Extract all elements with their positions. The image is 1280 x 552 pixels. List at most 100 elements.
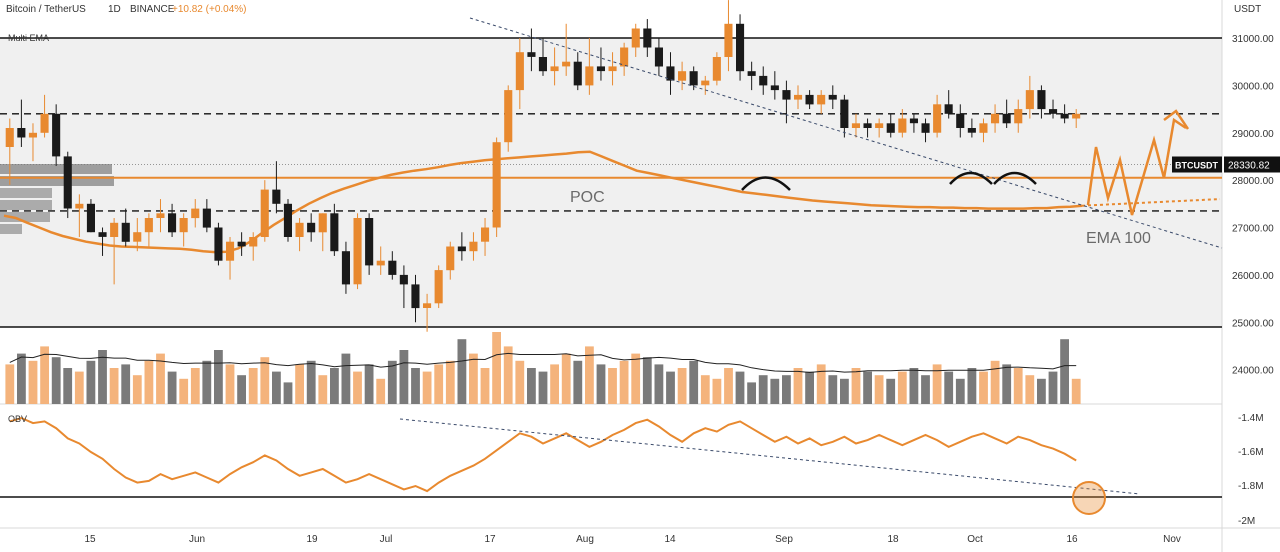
volume-bar: [562, 354, 571, 404]
obv-tick-label: -1.6M: [1238, 447, 1264, 458]
volume-bar: [260, 357, 269, 404]
volume-bar: [411, 368, 420, 404]
volume-bar: [145, 361, 154, 404]
volume-bar: [295, 364, 304, 404]
volume-bar: [168, 372, 177, 404]
candle-body: [435, 270, 443, 303]
price-tick-label: 31000.00: [1232, 34, 1274, 45]
volume-bar: [631, 354, 640, 404]
volume-bar: [110, 368, 119, 404]
time-tick-label: 18: [887, 534, 899, 545]
candle-body: [17, 128, 25, 138]
candle-body: [400, 275, 408, 285]
volume-bar: [98, 350, 107, 404]
candle-body: [64, 156, 72, 208]
candle-body: [516, 52, 524, 90]
volume-bar: [678, 368, 687, 404]
candle-body: [655, 48, 663, 67]
candle-body: [551, 66, 559, 71]
candle-body: [759, 76, 767, 86]
candle-body: [330, 213, 338, 251]
candle-body: [609, 66, 617, 71]
volume-bar: [400, 350, 409, 404]
volume-bar: [330, 368, 339, 404]
candle-body: [133, 232, 141, 242]
candle-body: [458, 247, 466, 252]
volume-bar: [643, 357, 652, 404]
candle-body: [87, 204, 95, 232]
candle-body: [168, 213, 176, 232]
price-tick-label: 28000.00: [1232, 176, 1274, 187]
candle-body: [585, 66, 593, 85]
obv-label: OBV: [8, 414, 27, 424]
time-tick-label: 17: [484, 534, 496, 545]
candle-body: [365, 218, 373, 265]
obv-panel: [0, 418, 1222, 514]
volume-bar: [863, 372, 872, 404]
candle-body: [272, 190, 280, 204]
candle-body: [99, 232, 107, 237]
volume-bar: [133, 375, 142, 404]
volume-bar: [898, 372, 907, 404]
candle-body: [446, 247, 454, 271]
candle-body: [1072, 114, 1080, 119]
price-tick-label: 24000.00: [1232, 366, 1274, 377]
last-price-symbol: BTCUSDT: [1175, 160, 1218, 170]
candle-body: [284, 204, 292, 237]
price-chart[interactable]: 31000.0030000.0029000.0028000.0027000.00…: [0, 0, 1280, 552]
volume-bar: [620, 361, 629, 404]
candle-body: [354, 218, 362, 284]
volume-bar: [29, 361, 38, 404]
candle-body: [423, 303, 431, 308]
currency-label[interactable]: USDT: [1234, 4, 1261, 15]
volume-bar: [191, 368, 200, 404]
candle-body: [6, 128, 14, 147]
candle-body: [562, 62, 570, 67]
candle-body: [29, 133, 37, 138]
candle-body: [191, 209, 199, 219]
candle-body: [1037, 90, 1045, 109]
volume-bar: [1014, 368, 1023, 404]
candle-body: [956, 114, 964, 128]
volume-bar: [492, 332, 501, 404]
candle-body: [817, 95, 825, 105]
volume-bar: [1037, 379, 1046, 404]
candle-body: [829, 95, 837, 100]
ema-annotation: EMA 100: [1086, 230, 1151, 247]
volume-bar: [979, 372, 988, 404]
volume-bar: [736, 372, 745, 404]
volume-bar: [249, 368, 258, 404]
candle-body: [249, 237, 257, 247]
volume-profile-bar: [0, 224, 22, 234]
candle-body: [979, 123, 987, 133]
volume-bar: [1060, 339, 1069, 404]
time-tick-label: Aug: [576, 534, 594, 545]
volume-bar: [388, 361, 397, 404]
volume-bar: [886, 379, 895, 404]
volume-bar: [365, 364, 374, 404]
volume-bar: [504, 346, 513, 404]
candle-body: [504, 90, 512, 142]
volume-bar: [805, 372, 814, 404]
candle-body: [180, 218, 188, 232]
volume-bar: [214, 350, 223, 404]
candle-body: [736, 24, 744, 71]
candle-body: [643, 29, 651, 48]
volume-bar: [608, 368, 617, 404]
volume-bar: [1002, 364, 1011, 404]
volume-bar: [713, 379, 722, 404]
candle-body: [122, 223, 130, 242]
volume-bar: [573, 361, 582, 404]
candle-body: [713, 57, 721, 81]
chart-change: +10.82 (+0.04%): [172, 4, 247, 15]
volume-bar: [52, 357, 61, 404]
candle-body: [411, 284, 419, 308]
candle-body: [1003, 114, 1011, 124]
candle-body: [991, 114, 999, 124]
candle-body: [922, 123, 930, 133]
volume-bar: [770, 379, 779, 404]
price-tick-label: 26000.00: [1232, 271, 1274, 282]
volume-bar: [17, 354, 26, 404]
volume-bar: [759, 375, 768, 404]
volume-bar: [342, 354, 351, 404]
